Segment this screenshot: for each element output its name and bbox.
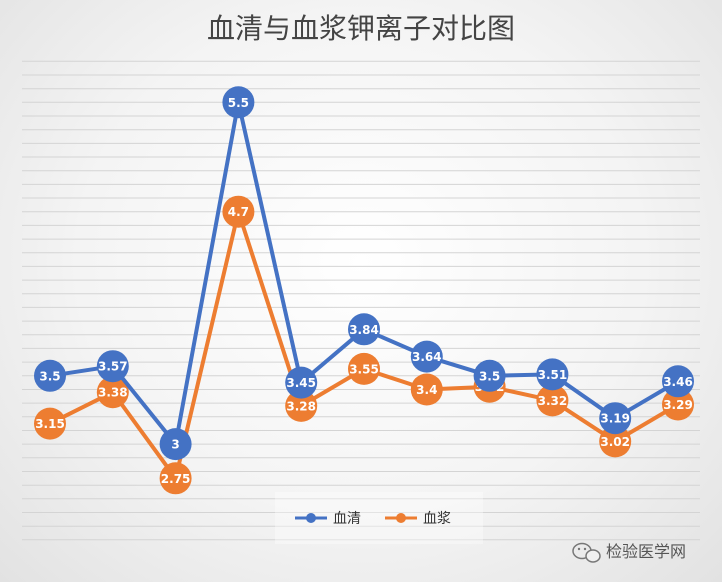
data-point	[536, 384, 569, 417]
data-label: 3.51	[538, 368, 568, 382]
data-label: 3.4	[416, 383, 437, 397]
data-label: 3.55	[349, 362, 379, 376]
data-point	[34, 359, 66, 392]
watermark-text: 检验医学网	[606, 542, 686, 561]
data-label: 4.7	[228, 205, 249, 219]
data-point	[536, 358, 569, 391]
data-point	[222, 195, 255, 228]
data-point	[410, 373, 443, 406]
data-point	[96, 376, 129, 409]
data-point	[159, 428, 192, 461]
data-label: 3	[171, 438, 179, 452]
data-label: 5.5	[228, 96, 249, 110]
data-point	[34, 407, 66, 440]
data-point	[348, 352, 380, 385]
data-label: 3.45	[286, 376, 316, 390]
chart-title: 血清与血浆钾离子对比图	[207, 12, 515, 45]
data-label: 3.64	[412, 350, 442, 364]
data-label: 3.5	[39, 369, 60, 383]
gridlines	[22, 60, 700, 541]
data-point	[159, 462, 192, 495]
data-point	[410, 340, 443, 373]
data-label: 3.46	[663, 375, 693, 389]
data-point	[473, 359, 506, 392]
data-point	[285, 389, 318, 422]
data-label: 3.19	[600, 412, 630, 426]
series-layer: 3.153.382.754.73.283.553.43.423.323.023.…	[34, 86, 694, 495]
data-label: 3.38	[98, 386, 128, 400]
data-point	[96, 350, 129, 383]
data-label: 2.75	[161, 472, 191, 486]
legend-label-series-1: 血浆	[423, 511, 451, 527]
data-label: 3.84	[349, 323, 379, 337]
data-label: 3.32	[538, 394, 568, 408]
data-point	[662, 388, 694, 421]
data-label: 3.02	[600, 435, 630, 449]
data-point	[348, 313, 380, 346]
series-1: 3.153.382.754.73.283.553.43.423.323.023.…	[34, 195, 694, 495]
data-point	[599, 402, 632, 435]
data-label: 3.57	[98, 360, 128, 374]
data-point	[285, 366, 318, 399]
legend: 血清 血浆	[275, 492, 483, 544]
watermark: 检验医学网	[572, 542, 686, 563]
data-label: 3.5	[479, 369, 500, 383]
legend-label-series-0: 血清	[333, 511, 361, 527]
data-point	[662, 365, 694, 398]
data-point	[599, 425, 632, 458]
legend-marker-series-0	[306, 513, 316, 523]
data-label: 3.15	[35, 417, 65, 431]
series-0: 3.5 3.57 3 5.5 3.45 3.84 3.64 3.5 3.51 3.19 3.46	[34, 86, 694, 461]
wechat-icon	[572, 542, 601, 563]
legend-marker-series-1	[396, 513, 406, 523]
series-line-0	[49, 100, 680, 447]
data-point	[222, 86, 255, 119]
data-label: 3.29	[663, 398, 693, 412]
data-label: 3.28	[286, 399, 316, 413]
